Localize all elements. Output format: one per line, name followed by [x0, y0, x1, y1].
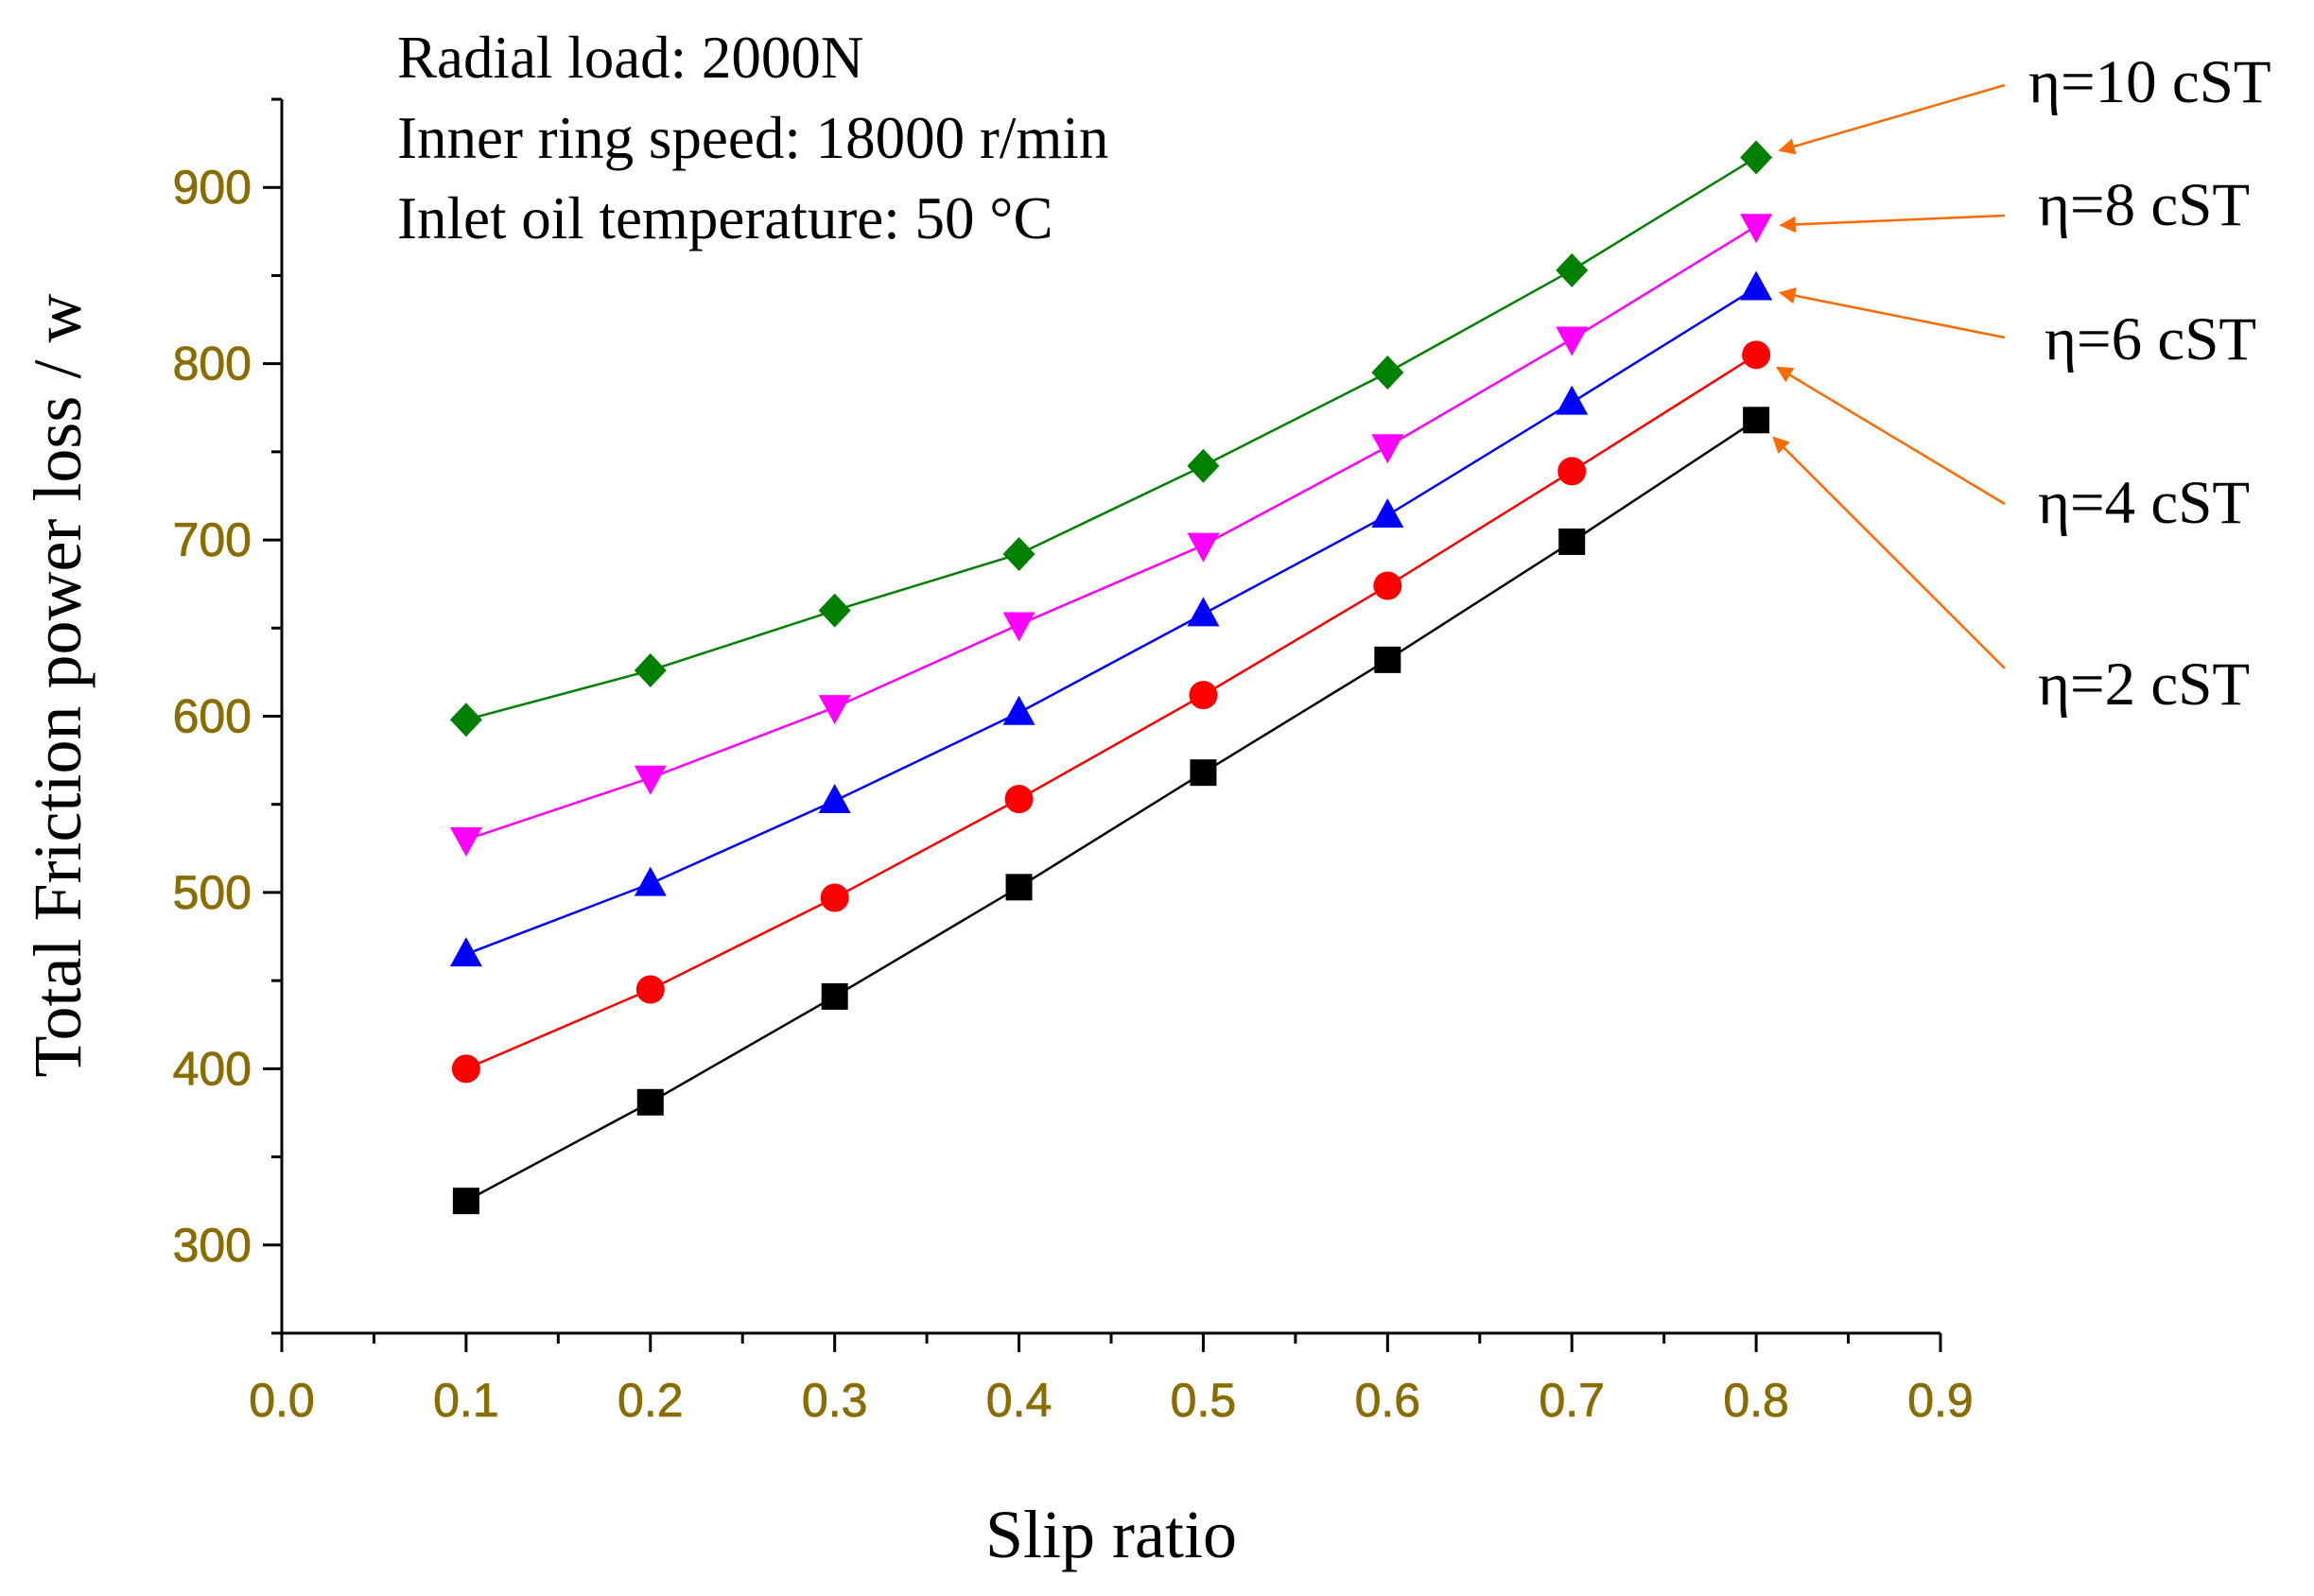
data-point	[1002, 536, 1035, 571]
legend-label: η=4 cST	[2038, 469, 2250, 537]
y-tick-label: 500	[173, 866, 252, 919]
data-point	[1558, 528, 1586, 555]
data-point	[449, 937, 482, 967]
data-point	[636, 1088, 664, 1116]
legend-label: η=10 cST	[2028, 48, 2271, 116]
series-line	[465, 225, 1757, 841]
legend-arrow	[1772, 436, 2006, 669]
data-point	[1556, 326, 1589, 356]
data-point	[1004, 785, 1034, 814]
data-point	[1187, 532, 1220, 563]
y-tick-label: 700	[173, 513, 252, 566]
data-point	[1002, 695, 1035, 725]
data-point	[452, 1188, 479, 1215]
data-point	[1190, 759, 1217, 787]
x-tick-label: 0.8	[1723, 1374, 1789, 1427]
x-tick-label: 0.9	[1907, 1374, 1974, 1427]
data-point	[1740, 270, 1773, 301]
data-point	[1002, 612, 1035, 642]
annotation-inner-ring-speed: Inner ring speed: 18000 r/min	[397, 105, 1108, 171]
series-1	[451, 340, 1771, 1084]
x-tick-label: 0.4	[986, 1374, 1053, 1427]
data-point	[1189, 681, 1218, 710]
data-point	[1374, 646, 1401, 673]
series-0	[452, 407, 1770, 1215]
data-point	[449, 703, 482, 737]
series-layer	[449, 140, 1773, 1215]
data-point	[1740, 140, 1773, 175]
series-2	[449, 270, 1773, 967]
x-tick-label: 0.3	[802, 1374, 868, 1427]
legend-arrow	[1779, 214, 2006, 234]
y-tick-label: 800	[173, 338, 252, 390]
legend-arrow	[1775, 366, 2006, 506]
x-axis-title: Slip ratio	[985, 1497, 1237, 1572]
data-point	[1743, 407, 1770, 434]
axes: 0.0 0.1 0.2 0.3 0.4 0.5 0.6 0.7 0.8 0.9 300 400 500 6…	[172, 97, 1974, 1427]
data-point	[1371, 497, 1404, 528]
legend-label: η=2 cST	[2038, 651, 2250, 719]
series-line	[465, 286, 1757, 956]
annotation-inlet-oil-temperature: Inlet oil temperature: 50 °C	[397, 185, 1053, 252]
x-tick-label: 0.1	[433, 1374, 499, 1427]
data-point	[820, 883, 849, 912]
data-point	[1557, 457, 1587, 486]
legend-label: η=8 cST	[2038, 171, 2250, 239]
x-tick-label: 0.6	[1355, 1374, 1421, 1427]
data-point	[818, 695, 851, 725]
y-tick-label: 300	[173, 1219, 252, 1272]
data-point	[1187, 448, 1220, 483]
series-line	[465, 354, 1757, 1070]
series-line	[465, 156, 1757, 721]
data-point	[1740, 214, 1773, 244]
data-point	[634, 765, 667, 795]
data-point	[1556, 252, 1589, 287]
data-point	[1371, 434, 1404, 464]
data-point	[449, 827, 482, 857]
y-tick-label: 600	[173, 690, 252, 743]
data-point	[1187, 597, 1220, 627]
x-tick-label: 0.5	[1171, 1374, 1237, 1427]
legend: η=2 cST η=4 cST η=6 cST η=8 cST η=10 cST	[1772, 48, 2271, 719]
y-tick-label: 900	[173, 161, 252, 214]
annotation-radial-load: Radial load: 2000N	[397, 25, 863, 91]
legend-arrow	[1778, 287, 2006, 339]
legend-arrow	[1778, 83, 2006, 155]
series-line	[465, 419, 1757, 1203]
data-point	[1005, 874, 1033, 901]
data-point	[634, 653, 667, 688]
data-point	[818, 783, 851, 813]
y-axis-title: Total Friction power loss / w	[20, 294, 96, 1078]
data-point	[821, 982, 848, 1010]
data-point	[818, 593, 851, 628]
legend-label: η=6 cST	[2044, 305, 2256, 373]
data-point	[634, 866, 667, 896]
data-point	[1742, 340, 1771, 370]
series-4	[449, 140, 1773, 737]
data-point	[451, 1054, 480, 1084]
x-tick-label: 0.0	[249, 1374, 315, 1427]
series-3	[449, 214, 1773, 857]
y-tick-label: 400	[173, 1042, 252, 1095]
x-tick-label: 0.7	[1539, 1374, 1605, 1427]
data-point	[635, 975, 665, 1004]
x-tick-label: 0.2	[618, 1374, 684, 1427]
data-point	[1371, 355, 1404, 390]
data-point	[1556, 385, 1589, 415]
data-point	[1373, 571, 1402, 600]
